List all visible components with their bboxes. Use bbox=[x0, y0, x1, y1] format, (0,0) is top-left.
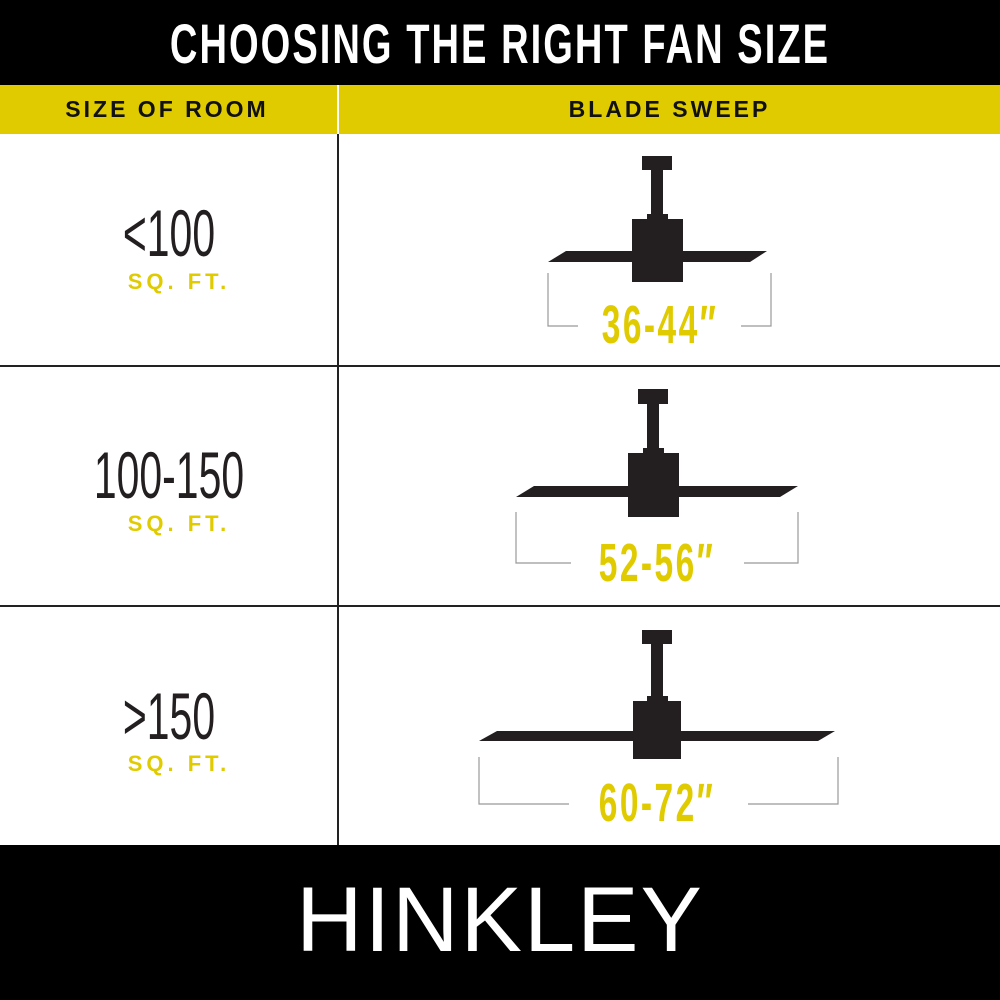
title-bar bbox=[0, 0, 1000, 85]
footer-bar bbox=[0, 845, 1000, 1000]
header-blade-sweep: BLADE SWEEP bbox=[568, 96, 771, 122]
room-size-2: 100-150 bbox=[93, 438, 245, 512]
room-unit-2: SQ. FT. bbox=[127, 511, 231, 536]
sweep-bracket-2 bbox=[515, 512, 799, 564]
blade-sweep-3: 60-72″ bbox=[598, 773, 716, 833]
room-size-1: <100 bbox=[122, 196, 216, 270]
column-divider bbox=[337, 134, 339, 845]
sweep-bracket-3 bbox=[478, 757, 839, 805]
fan-icon-medium bbox=[516, 389, 798, 517]
header-size-of-room: SIZE OF ROOM bbox=[65, 96, 269, 122]
table-header: SIZE OF ROOM BLADE SWEEP bbox=[0, 85, 1000, 134]
room-unit-1: SQ. FT. bbox=[127, 269, 231, 294]
blade-sweep-2: 52-56″ bbox=[598, 533, 716, 593]
fan-icon-small bbox=[548, 156, 767, 282]
header-divider bbox=[337, 85, 339, 134]
sweep-bracket-1 bbox=[547, 273, 772, 327]
room-unit-3: SQ. FT. bbox=[127, 751, 231, 776]
room-size-3: >150 bbox=[122, 679, 216, 753]
blade-sweep-1: 36-44″ bbox=[601, 295, 719, 355]
page-title: CHOOSING THE RIGHT FAN SIZE bbox=[169, 12, 831, 75]
fan-icon-large bbox=[479, 630, 835, 759]
row-divider bbox=[0, 605, 1000, 607]
brand-logo: HINKLEY bbox=[296, 869, 704, 971]
row-divider bbox=[0, 365, 1000, 367]
